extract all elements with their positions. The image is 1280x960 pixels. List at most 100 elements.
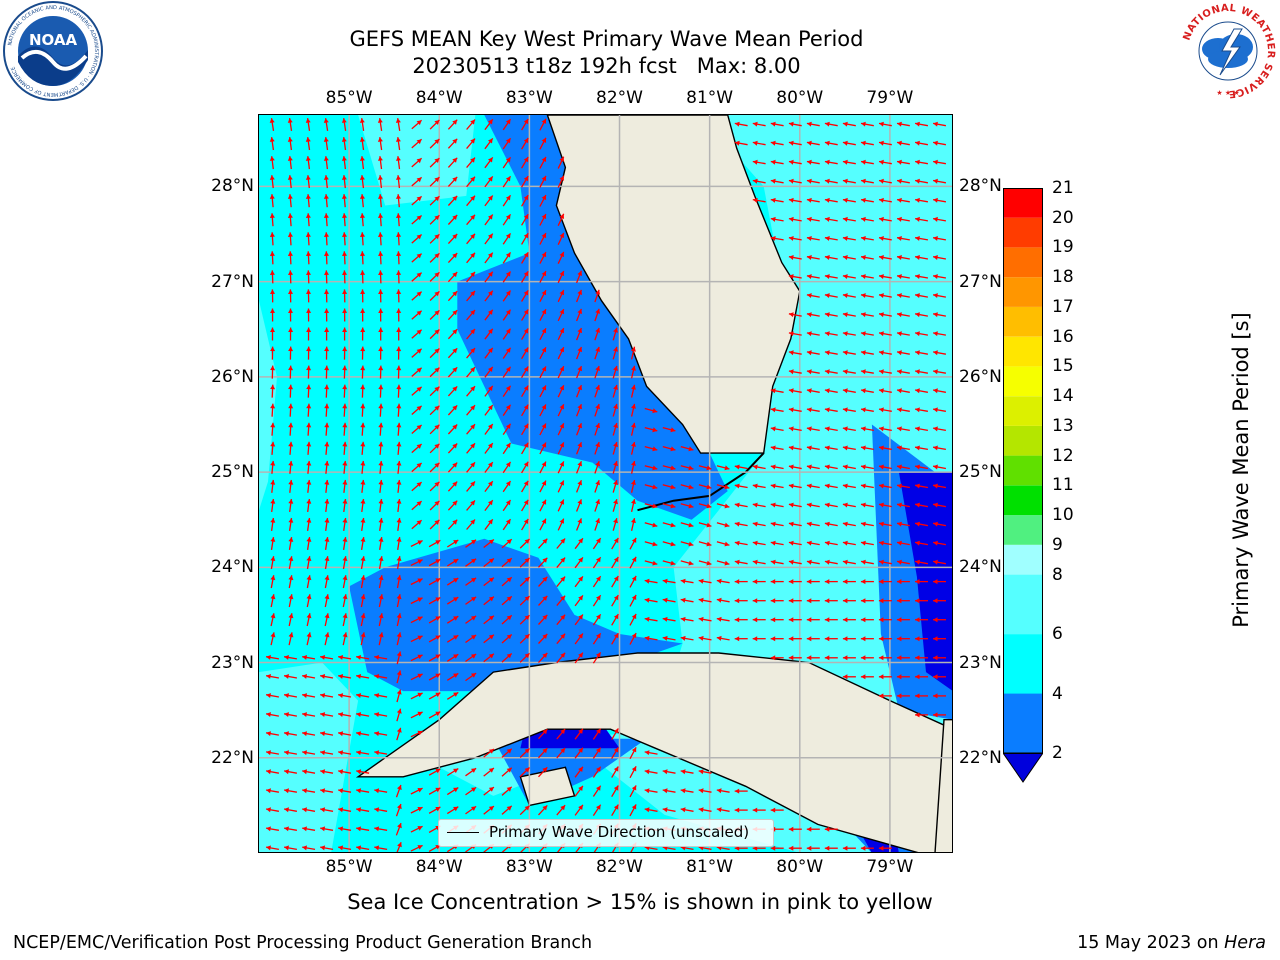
wave-direction-arrowhead [417,559,423,564]
wave-direction-arrowhead [416,177,422,183]
wave-direction-arrowhead [770,407,776,413]
wave-direction-arrowhead [842,159,848,165]
wave-direction-arrowhead [915,655,920,661]
wave-direction-arrowhead [878,579,884,585]
wave-direction-arrowhead [416,425,422,430]
colorbar-tick-label: 11 [1052,475,1074,496]
wave-direction-arrowhead [596,633,601,639]
wave-direction-arrowhead [861,445,866,451]
wave-direction-arrowhead [416,520,422,525]
wave-direction-arrowhead [734,788,740,794]
wave-direction-arrowhead [324,327,330,332]
x-tick-label: 80°W [776,88,824,108]
wave-direction-arrowhead [644,769,650,775]
wave-direction-arrowhead [724,541,730,547]
wave-direction-arrowhead [377,118,383,123]
wave-direction-arrowhead [396,670,402,676]
wave-direction-arrowhead [306,499,312,504]
wave-direction-arrowhead [541,518,547,524]
wave-direction-arrowhead [613,785,619,791]
wave-direction-arrowhead [541,252,547,258]
wave-direction-arrowhead [417,711,423,717]
wave-direction-arrowhead [488,596,494,602]
wave-direction-arrowhead [897,121,902,127]
wave-direction-arrowhead [288,479,294,485]
wave-direction-arrowhead [806,636,812,642]
wave-direction-arrowhead [488,577,494,583]
wave-direction-arrowhead [542,729,548,735]
wave-direction-arrowhead [752,197,758,203]
wave-direction-arrowhead [342,499,348,504]
wave-direction-arrowhead [631,537,637,543]
wave-direction-arrowhead [287,156,293,161]
wave-direction-arrowhead [915,579,920,585]
wave-direction-arrowhead [266,731,271,737]
wave-direction-arrowhead [305,118,311,123]
wave-direction-arrowhead [471,615,477,621]
wave-direction-arrowhead [541,175,547,182]
wave-direction-arrowhead [560,595,566,601]
wave-direction-arrowhead [434,291,440,297]
wave-direction-arrowhead [631,346,636,352]
bahamas-landmass [934,719,953,853]
wave-direction-arrowhead [613,499,618,505]
wave-direction-arrowhead [506,615,512,621]
wave-direction-arrowhead [523,499,529,505]
wave-direction-arrowhead [613,423,618,428]
wave-direction-arrowhead [915,159,920,165]
wave-direction-arrowhead [434,367,440,373]
wave-direction-arrowhead [270,632,276,638]
wave-direction-arrowhead [488,328,493,334]
wave-direction-arrowhead [560,538,566,544]
wave-direction-arrowhead [342,613,348,619]
wave-direction-arrowhead [933,636,938,642]
colorbar-tick-label: 4 [1052,683,1063,704]
wave-direction-arrowhead [842,636,848,642]
wave-direction-arrowhead [396,270,402,275]
wave-direction-arrowhead [266,693,271,698]
wave-direction-arrowhead [577,385,582,391]
footer-credit: NCEP/EMC/Verification Post Processing Pr… [13,933,593,953]
wave-direction-arrowhead [842,293,848,298]
wave-direction-arrowhead [670,541,676,547]
wave-direction-arrowhead [396,651,402,657]
wave-direction-arrowhead [488,558,494,564]
wave-direction-arrowhead [842,674,848,680]
wave-direction-arrowhead [523,138,529,144]
wave-direction-arrowhead [915,350,920,356]
wave-direction-arrowhead [270,613,276,619]
wave-direction-arrowhead [933,216,938,222]
wave-direction-arrowhead [306,460,312,466]
wave-direction-arrowhead [752,598,758,604]
wave-direction-arrowhead [788,178,794,184]
wave-direction-arrowhead [578,576,583,582]
wave-direction-arrowhead [288,594,294,600]
wave-direction-arrowhead [806,178,812,184]
wave-direction-arrowhead [302,750,307,756]
wave-direction-arrowhead [378,556,384,561]
wave-direction-arrowhead [435,635,441,640]
wave-direction-arrowhead [471,654,477,659]
wave-direction-arrowhead [359,175,365,180]
wave-direction-arrowhead [670,484,676,490]
wave-direction-arrowhead [541,328,547,334]
wave-direction-arrowhead [396,518,402,523]
wave-direction-arrowhead [378,613,384,619]
wave-direction-arrowhead [897,140,902,146]
colorbar-tick-label: 16 [1052,326,1074,347]
wave-direction-arrowhead [284,750,289,756]
wave-direction-arrowhead [559,404,564,410]
wave-direction-arrowhead [452,291,458,297]
wave-direction-arrowhead [523,233,529,239]
wave-direction-arrowhead [770,540,776,546]
colorbar-bin [1003,306,1043,337]
wave-direction-arrowhead [670,427,676,433]
wave-direction-arrowhead [613,518,618,524]
wave-direction-arrowhead [505,461,511,468]
wave-direction-arrowhead [879,197,884,203]
wave-direction-arrowhead [559,423,564,429]
wave-direction-arrowhead [417,673,423,679]
wave-direction-arrowhead [788,274,794,279]
wave-direction-arrowhead [488,634,494,640]
wave-direction-arrowhead [396,308,402,313]
